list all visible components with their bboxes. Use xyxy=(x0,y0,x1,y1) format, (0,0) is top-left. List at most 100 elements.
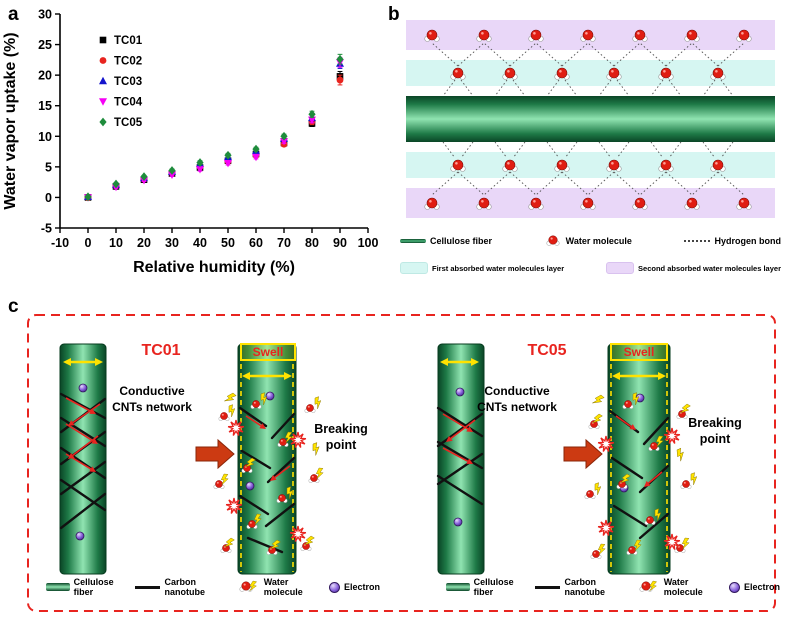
water-molecule-icon xyxy=(276,494,288,503)
lightning-bolt-icon xyxy=(260,392,268,405)
water-molecule-icon xyxy=(450,159,466,172)
x-axis-label: Relative humidity (%) xyxy=(133,259,295,276)
legend-item-hydrogen-bond: Hydrogen bond xyxy=(684,236,781,246)
electron-icon xyxy=(78,383,88,393)
water-molecule-icon xyxy=(684,29,700,42)
line xyxy=(65,423,94,442)
carbon-nanotube-line xyxy=(436,452,484,486)
water-molecule-icon xyxy=(546,235,560,246)
legend-item-water-molecule: Water molecule xyxy=(545,234,632,248)
left-network-label: Conductive CNTs network xyxy=(112,384,192,414)
lightning-bolt-icon xyxy=(245,457,256,468)
lightning-bolt-icon xyxy=(224,537,235,548)
scatter-marker-triangle-up xyxy=(99,76,107,85)
lightning-bolt-icon xyxy=(690,472,698,485)
hydrogen-bond xyxy=(535,42,563,67)
x-tick-label: -10 xyxy=(51,236,69,250)
first-layer-swatch xyxy=(400,262,428,274)
electron-icon xyxy=(455,387,465,397)
carbon-nanotube-line xyxy=(238,494,270,516)
chart-legend-item-TC05: TC05 xyxy=(99,117,143,129)
scatter-marker-diamond xyxy=(308,109,316,119)
hydrogen-bond xyxy=(457,171,485,196)
water-molecule-icon xyxy=(680,480,692,489)
carbon-nanotube-line xyxy=(59,416,107,448)
line xyxy=(72,403,101,424)
scatter-marker-diamond xyxy=(336,54,344,64)
hydrogen-bond xyxy=(431,171,459,196)
carbon-nanotube-line xyxy=(638,512,670,540)
cellulose-fiber-swatch xyxy=(46,583,70,591)
scatter-marker-diamond xyxy=(196,158,204,167)
hydrogen-bond xyxy=(494,141,508,159)
lightning-bolt-icon xyxy=(655,435,664,448)
hydrogen-bond xyxy=(720,141,734,159)
electron-flow-arrow xyxy=(446,419,476,442)
lightning-bolt-icon xyxy=(249,580,257,591)
hydrogen-bond xyxy=(460,79,474,97)
x-tick-label: 100 xyxy=(358,236,379,250)
hydrogen-bond xyxy=(613,42,641,67)
hydrogen-bond xyxy=(616,79,630,97)
carbon-nanotube-line xyxy=(642,416,670,446)
scatter-marker-diamond xyxy=(252,144,260,154)
electron-flow-arrow xyxy=(270,465,291,481)
panel-a-label: a xyxy=(8,4,19,25)
water-molecule-icon xyxy=(502,159,518,172)
hydrogen-bond xyxy=(665,171,693,196)
water-vapor-uptake-chart: -10 0 10 20 30 40 50 60 70 80 90 100 -5 0 5 10 15 20 25 30 R… xyxy=(2,8,379,277)
hydrogen-bond xyxy=(561,171,589,196)
width-double-arrow xyxy=(612,372,666,380)
hydrogen-bond xyxy=(668,79,682,97)
x-tick-label: 0 xyxy=(85,236,92,250)
hydrogen-bond xyxy=(457,42,485,67)
y-tick-label: 5 xyxy=(45,160,52,174)
hydrogen-bond xyxy=(546,141,560,159)
water-molecule-icon xyxy=(220,544,232,553)
carbon-nanotube-line xyxy=(59,460,107,496)
legend-label: Water molecule xyxy=(565,236,632,246)
legend-label: Second absorbed water molecules layer xyxy=(638,263,781,273)
water-molecule-bolt-icon xyxy=(639,580,657,592)
legend-label: Water molecule xyxy=(663,577,703,597)
width-double-arrow xyxy=(242,372,292,380)
water-molecule-icon xyxy=(606,67,622,80)
lightning-bolt-icon xyxy=(633,539,642,552)
electron-flow-arrow xyxy=(65,453,96,472)
hydrogen-bond xyxy=(431,42,459,67)
lightning-bolt-icon xyxy=(304,535,315,546)
x-tick-label: 10 xyxy=(109,236,123,250)
cellulose-fiber xyxy=(406,96,775,142)
water-molecule-icon xyxy=(606,159,622,172)
lightning-bolt-icon xyxy=(270,539,281,550)
water-molecule-icon xyxy=(528,197,544,210)
hydrogen-bond xyxy=(509,42,537,67)
carbon-nanotube-line xyxy=(59,392,107,420)
legend-label: Electron xyxy=(743,582,780,592)
scatter-marker-triangle-down xyxy=(252,153,260,162)
line xyxy=(450,419,476,440)
right-breaking-label: Breaking point xyxy=(688,416,742,446)
hydrogen-bond xyxy=(509,171,537,196)
water-molecule-icon xyxy=(644,516,656,525)
electron-icon xyxy=(328,581,340,593)
cnt-network-swelling-diagram xyxy=(27,314,776,612)
scatter-marker-triangle-down xyxy=(168,171,176,180)
water-molecule-icon xyxy=(241,464,253,473)
hydrogen-bond xyxy=(564,141,578,159)
water-molecule-icon xyxy=(632,29,648,42)
data-point-TC05 xyxy=(308,109,316,119)
hydrogen-bond xyxy=(650,141,664,159)
carbon-nanotube-line xyxy=(436,440,484,470)
carbon-nanotube-line xyxy=(240,449,272,470)
legend-label: Water molecule xyxy=(263,577,303,597)
scatter-marker-circle xyxy=(99,57,107,64)
left-breaking-label: Breaking point xyxy=(314,422,368,452)
lightning-bolt-icon xyxy=(592,394,605,404)
electron-icon xyxy=(75,531,85,541)
scatter-marker-diamond xyxy=(168,166,176,175)
panel-b-diagram: Cellulose fiber Water molecule Hydrogen … xyxy=(398,12,783,292)
lightning-bolt-icon xyxy=(228,404,236,417)
carbon-nanotube-line xyxy=(264,502,296,528)
water-molecule-icon xyxy=(554,67,570,80)
